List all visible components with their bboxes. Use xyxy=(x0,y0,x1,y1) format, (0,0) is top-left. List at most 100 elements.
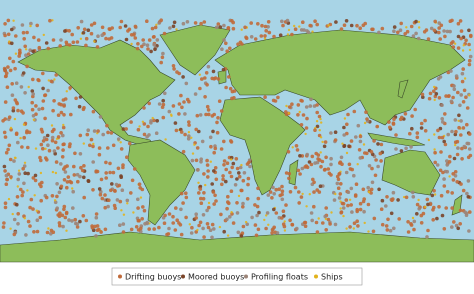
observation-dot xyxy=(30,107,35,112)
observation-dot xyxy=(459,29,464,33)
observation-dot xyxy=(214,25,219,30)
observation-dot xyxy=(43,93,48,97)
observation-dot xyxy=(406,220,410,224)
observation-dot xyxy=(28,224,32,228)
observation-dot xyxy=(315,22,320,27)
observation-dot xyxy=(118,199,123,204)
observation-dot xyxy=(52,149,57,153)
observation-dot xyxy=(299,123,304,127)
observation-dot xyxy=(406,230,411,234)
observation-dot xyxy=(37,45,42,50)
observation-dot xyxy=(29,21,33,26)
observation-dot xyxy=(23,171,28,175)
observation-dot xyxy=(67,29,71,33)
observation-dot xyxy=(352,109,357,114)
observation-dot xyxy=(362,143,366,146)
observation-dot xyxy=(440,213,445,218)
observation-dot xyxy=(445,159,449,163)
observation-dot xyxy=(66,175,71,179)
observation-dot xyxy=(363,221,366,225)
observation-dot xyxy=(342,23,347,28)
observation-dot xyxy=(35,229,40,234)
observation-dot xyxy=(45,158,49,162)
observation-dot xyxy=(342,144,346,148)
observation-dot xyxy=(348,167,353,171)
observation-dot xyxy=(233,183,238,187)
observation-dot xyxy=(168,26,172,30)
observation-dot xyxy=(344,19,349,23)
observation-dot xyxy=(419,221,424,225)
observation-dot xyxy=(418,26,421,29)
observation-dot xyxy=(63,215,68,220)
observation-dot xyxy=(454,74,459,78)
observation-dot xyxy=(206,175,210,179)
observation-dot xyxy=(342,133,347,137)
observation-dot xyxy=(36,78,40,82)
observation-dot xyxy=(385,195,389,199)
observation-dot xyxy=(265,211,270,215)
observation-dot xyxy=(452,87,457,92)
observation-dot xyxy=(369,187,374,192)
observation-dot xyxy=(421,95,425,99)
observation-dot xyxy=(147,133,151,137)
observation-dot xyxy=(31,114,36,118)
observation-dot xyxy=(206,64,211,69)
observation-dot xyxy=(403,32,408,36)
observation-dot xyxy=(248,164,252,169)
observation-dot xyxy=(39,142,44,147)
observation-dot xyxy=(157,21,161,25)
observation-dot xyxy=(22,123,26,126)
observation-dot xyxy=(4,71,9,75)
observation-dot xyxy=(211,69,216,74)
observation-dot xyxy=(415,202,420,207)
observation-dot xyxy=(111,170,116,175)
observation-dot xyxy=(333,222,338,227)
observation-dot xyxy=(188,223,191,226)
observation-dot xyxy=(426,202,430,207)
observation-dot xyxy=(39,171,43,175)
observation-dot xyxy=(227,75,231,79)
greenland xyxy=(159,24,231,76)
observation-dot xyxy=(121,163,125,167)
observation-dot xyxy=(454,129,458,134)
observation-dot xyxy=(121,230,126,234)
observation-dot xyxy=(118,25,122,30)
observation-dot xyxy=(281,209,286,213)
observation-dot xyxy=(22,164,27,168)
observation-dot xyxy=(174,128,179,133)
observation-dot xyxy=(426,228,430,233)
observation-dot xyxy=(352,221,357,225)
observation-dot xyxy=(121,222,126,226)
observation-dot xyxy=(126,202,129,205)
observation-dot xyxy=(26,52,31,56)
observation-dot xyxy=(465,106,470,110)
observation-dot xyxy=(392,117,396,121)
observation-dot xyxy=(29,197,34,202)
observation-dot xyxy=(214,177,219,182)
observation-dot xyxy=(453,132,458,137)
observation-dot xyxy=(403,112,408,116)
observation-dot xyxy=(205,163,210,167)
observation-dot xyxy=(469,33,473,38)
observation-dot xyxy=(384,204,388,208)
observation-dot xyxy=(442,139,447,144)
observation-dot xyxy=(451,95,455,100)
observation-dot xyxy=(48,18,52,23)
observation-dot xyxy=(448,154,452,159)
observation-dot xyxy=(179,232,184,237)
observation-dot xyxy=(280,184,284,189)
observation-dot xyxy=(202,235,206,239)
observation-dot xyxy=(4,150,9,155)
observation-dot xyxy=(321,140,324,144)
observation-dot xyxy=(231,221,236,225)
observation-dot xyxy=(219,147,224,151)
observation-dot xyxy=(175,218,179,222)
observation-dot xyxy=(343,117,347,120)
observation-dot xyxy=(225,161,230,165)
observation-dot xyxy=(98,115,103,119)
observation-dot xyxy=(287,176,291,181)
observation-dot xyxy=(185,20,190,24)
observation-dot xyxy=(26,219,31,224)
observation-dot xyxy=(57,221,62,225)
observation-dot xyxy=(204,71,209,75)
